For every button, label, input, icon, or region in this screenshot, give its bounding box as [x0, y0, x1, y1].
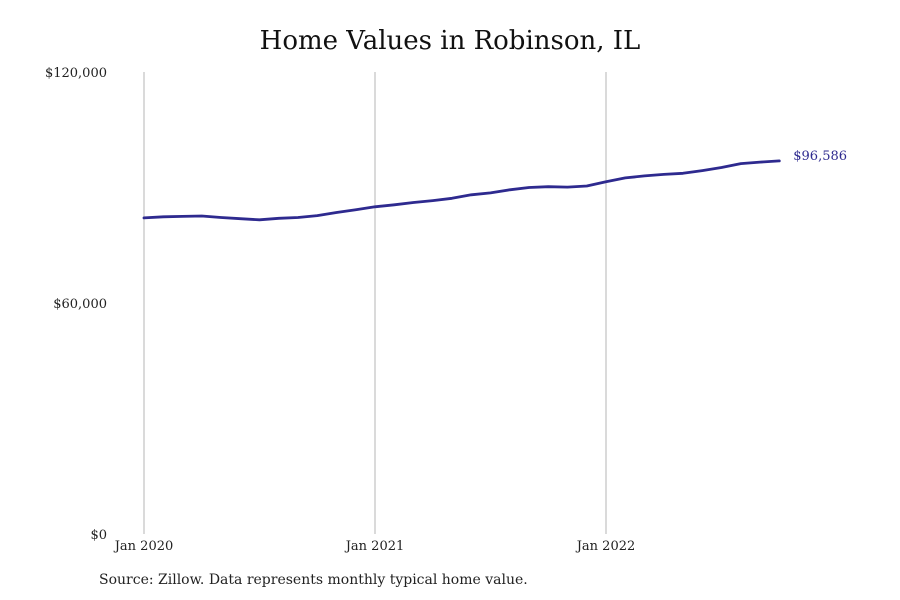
x-tick-label: Jan 2021	[344, 539, 405, 554]
y-tick-label: $60,000	[53, 297, 107, 312]
source-note: Source: Zillow. Data represents monthly …	[99, 572, 528, 588]
end-value-label: $96,586	[793, 149, 847, 164]
series-line	[142, 159, 781, 222]
y-tick-label: $120,000	[45, 66, 107, 81]
chart-title: Home Values in Robinson, IL	[259, 26, 641, 56]
x-tick-label: Jan 2020	[113, 539, 174, 554]
x-tick-label: Jan 2022	[575, 539, 636, 554]
y-tick-label: $0	[90, 528, 107, 543]
